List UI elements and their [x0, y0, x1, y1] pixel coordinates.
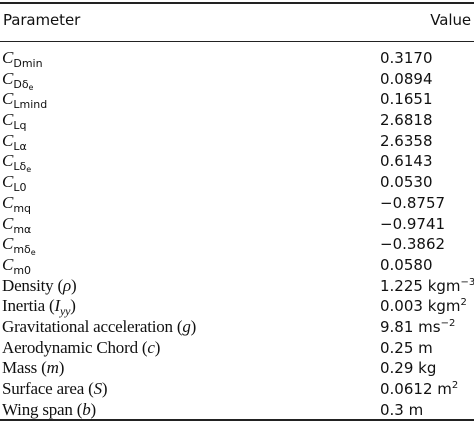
table-row: Wing span (b) 0.3 m: [0, 400, 474, 421]
value-cell: 0.3 m: [380, 400, 424, 419]
parameter-cell: CLδe: [2, 151, 32, 175]
value-cell: −0.3862: [380, 235, 446, 254]
value-cell: 0.0894: [380, 69, 433, 88]
value-cell: −0.9741: [380, 214, 446, 233]
parameter-cell: Aerodynamic Chord (c): [2, 337, 161, 357]
parameter-cell: Cmα: [2, 213, 32, 236]
value-cell: 0.25 m: [380, 338, 433, 357]
value-cell: 0.0612 m2: [380, 380, 459, 398]
table-row: CLmind 0.1651: [0, 89, 474, 112]
parameter-cell: Gravitational acceleration (g): [2, 316, 197, 336]
table-row: CDδe 0.0894: [0, 68, 474, 92]
table-row: Mass (m) 0.29 kg: [0, 358, 474, 379]
header-value: Value: [430, 11, 471, 29]
value-cell: 0.003 kgm2: [380, 297, 467, 316]
table-row: Aerodynamic Chord (c) 0.25 m: [0, 338, 474, 359]
table-row: Cmq −0.8757: [0, 192, 474, 215]
parameter-cell: CLmind: [2, 89, 48, 112]
parameter-cell: Density (ρ): [2, 275, 77, 295]
value-cell: 0.0530: [380, 173, 433, 192]
value-cell: 0.6143: [380, 152, 433, 171]
value-cell: 2.6358: [380, 131, 433, 150]
value-cell: 1.225 kgm−3: [380, 276, 474, 295]
table-row: Gravitational acceleration (g) 9.81 ms−2: [0, 317, 474, 338]
table-top-rule: [0, 2, 474, 4]
parameter-cell: Surface area (S): [2, 379, 108, 398]
table-row: Cm0 0.0580: [0, 254, 474, 277]
parameter-cell: CL0: [2, 172, 27, 195]
parameter-cell: Inertia (Iyy): [2, 296, 76, 319]
parameter-cell: Mass (m): [2, 358, 65, 378]
table-body: CDmin 0.3170 CDδe 0.0894 CLmind 0.1651 C…: [0, 48, 474, 420]
table-row: CLq 2.6818: [0, 110, 474, 133]
table-row: CLδe 0.6143: [0, 151, 474, 175]
table-row: Cmδe −0.3862: [0, 234, 474, 258]
value-cell: 0.29 kg: [380, 359, 437, 378]
value-cell: 0.0580: [380, 255, 433, 274]
table-row: CLα 2.6358: [0, 130, 474, 153]
parameter-cell: CLq: [2, 110, 27, 133]
value-cell: −0.8757: [380, 193, 446, 212]
parameter-cell: Cmq: [2, 192, 32, 215]
table-row: Density (ρ) 1.225 kgm−3: [0, 276, 474, 297]
parameter-cell: CDmin: [2, 48, 43, 70]
value-cell: 9.81 ms−2: [380, 317, 456, 336]
value-cell: 2.6818: [380, 111, 433, 130]
table-bottom-rule: [0, 419, 474, 421]
value-cell: 0.3170: [380, 49, 433, 67]
value-cell: 0.1651: [380, 90, 433, 109]
parameter-cell: Cm0: [2, 254, 32, 277]
table-row: Surface area (S) 0.0612 m2: [0, 379, 474, 400]
parameter-cell: Wing span (b): [2, 399, 96, 419]
parameter-cell: Cmδe: [2, 234, 36, 258]
parameter-cell: CLα: [2, 130, 27, 153]
table-header-rule: [0, 41, 474, 42]
parameter-cell: CDδe: [2, 68, 34, 92]
header-parameter: Parameter: [3, 11, 81, 29]
table-row: Inertia (Iyy) 0.003 kgm2: [0, 296, 474, 319]
table-row: Cmα −0.9741: [0, 213, 474, 236]
table-row: CL0 0.0530: [0, 172, 474, 195]
table-row: CDmin 0.3170: [0, 48, 474, 70]
